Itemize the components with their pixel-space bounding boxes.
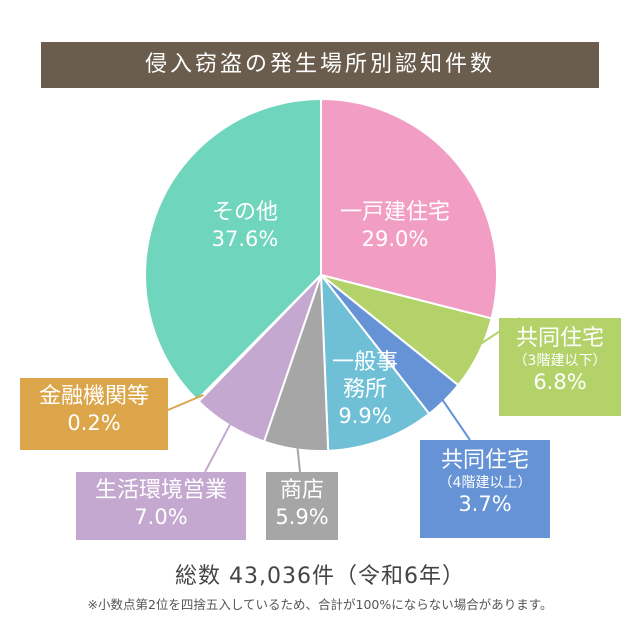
pie-slice-7 bbox=[144, 97, 322, 402]
slice-label-living-environment: 生活環境営業 7.0% bbox=[76, 472, 246, 540]
slice-label-apartment-high: 共同住宅 （4階建以上） 3.7% bbox=[420, 440, 550, 538]
chart-title: 侵入窃盗の発生場所別認知件数 bbox=[41, 42, 599, 88]
slice-label-financial: 金融機関等 0.2% bbox=[20, 378, 168, 450]
leader-line-4 bbox=[295, 441, 301, 473]
leader-line-2 bbox=[438, 394, 471, 441]
pie-slice-3 bbox=[319, 271, 431, 452]
leader-line-6 bbox=[167, 394, 204, 411]
slice-label-shop: 商店 5.9% bbox=[266, 472, 338, 540]
slice-label-other: その他 37.6% bbox=[211, 200, 279, 251]
pie-slice-0 bbox=[320, 97, 498, 320]
leader-line-5 bbox=[204, 417, 235, 473]
slice-label-apartment-low: 共同住宅 （3階建以下） 6.8% bbox=[499, 318, 621, 416]
slice-label-detached-house: 一戸建住宅 29.0% bbox=[339, 200, 450, 251]
rounding-note: ※小数点第2位を四捨五入しているため、合計が100%にならない場合があります。 bbox=[87, 597, 553, 612]
slice-label-office: 一般事務所 9.9% bbox=[331, 350, 398, 428]
total-count: 総数 43,036件（令和6年） bbox=[175, 564, 465, 589]
